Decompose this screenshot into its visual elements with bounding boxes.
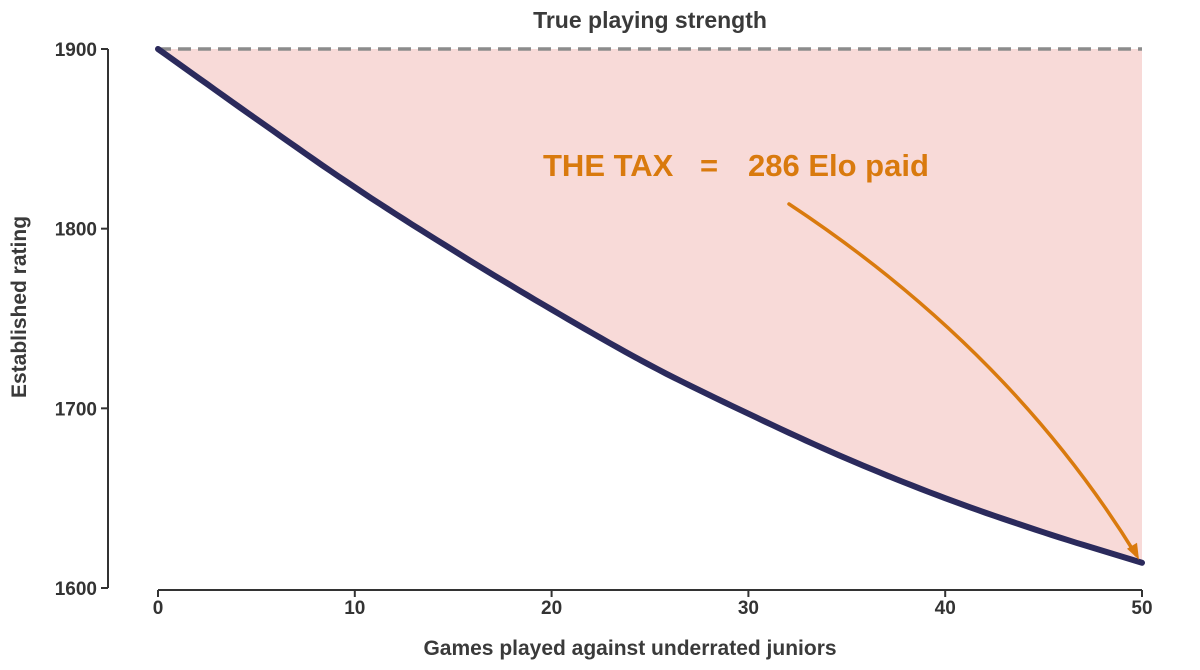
tax-annotation-arrowhead (1127, 542, 1139, 560)
reference-line-label: True playing strength (533, 7, 767, 33)
x-tick-label: 10 (344, 598, 365, 619)
x-axis-title: Games played against underrated juniors (423, 637, 836, 660)
tax-shaded-area (158, 49, 1142, 563)
x-tick-label: 20 (541, 598, 562, 619)
y-tick-label: 1800 (55, 220, 97, 241)
tax-annotation-label: THE TAX (543, 148, 674, 183)
x-tick-label: 50 (1131, 598, 1152, 619)
x-tick-label: 30 (738, 598, 759, 619)
x-tick-label: 40 (935, 598, 956, 619)
y-tick-label: 1700 (55, 399, 97, 420)
established-rating-curve (155, 46, 1145, 566)
x-ticks: 0 10 20 30 40 50 (153, 590, 1153, 619)
y-ticks: 1600 1700 1800 1900 (55, 40, 108, 600)
tax-annotation-equals: = (700, 148, 718, 183)
tax-annotation-arrow (787, 202, 1138, 557)
y-tick-label: 1900 (55, 40, 97, 61)
y-axis-title: Established rating (8, 216, 31, 398)
y-tick-label: 1600 (55, 579, 97, 600)
x-tick-label: 0 (153, 598, 164, 619)
tax-annotation-value: 286 Elo paid (748, 148, 929, 183)
